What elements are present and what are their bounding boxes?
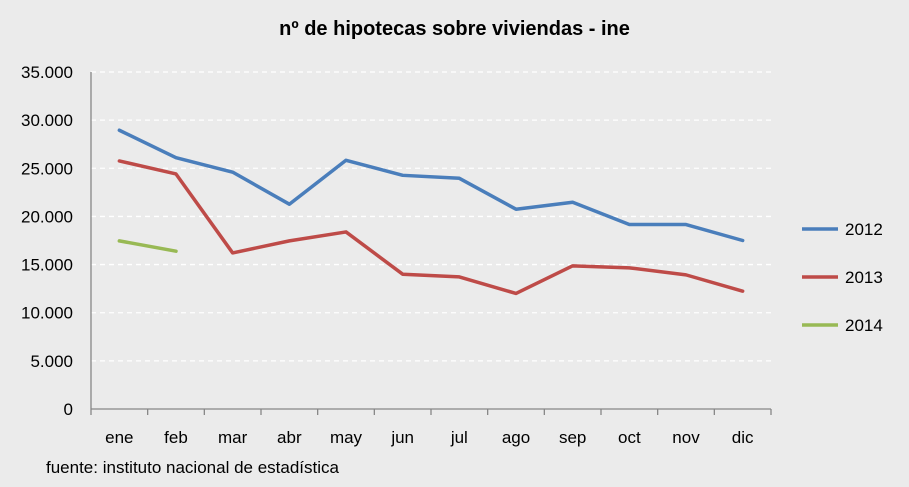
y-tick-label: 10.000	[21, 304, 73, 323]
x-tick-label: feb	[164, 428, 188, 447]
x-tick-label: sep	[559, 428, 586, 447]
x-tick-label: ago	[502, 428, 530, 447]
x-tick-label: dic	[732, 428, 754, 447]
series-line-2012	[117, 128, 745, 243]
legend-label-2012: 2012	[845, 220, 883, 239]
y-tick-label: 20.000	[21, 207, 73, 226]
x-tick-label: jul	[450, 428, 468, 447]
x-tick-label: oct	[618, 428, 641, 447]
x-tick-label: mar	[218, 428, 248, 447]
x-tick-label: ene	[105, 428, 133, 447]
y-tick-label: 5.000	[30, 352, 73, 371]
y-tick-label: 30.000	[21, 111, 73, 130]
series-line-2014	[117, 239, 178, 253]
legend-label-2013: 2013	[845, 268, 883, 287]
x-tick-label: abr	[277, 428, 302, 447]
y-tick-label: 25.000	[21, 159, 73, 178]
x-tick-label: jun	[390, 428, 414, 447]
chart-title: nº de hipotecas sobre viviendas - ine	[279, 18, 630, 40]
y-tick-label: 35.000	[21, 63, 73, 82]
source-note: fuente: instituto nacional de estadístic…	[46, 458, 339, 477]
y-tick-label: 15.000	[21, 256, 73, 275]
x-tick-label: may	[330, 428, 363, 447]
x-tick-label: nov	[672, 428, 700, 447]
y-tick-label: 0	[64, 400, 73, 419]
legend-label-2014: 2014	[845, 316, 883, 335]
series-line-2013	[117, 159, 745, 296]
